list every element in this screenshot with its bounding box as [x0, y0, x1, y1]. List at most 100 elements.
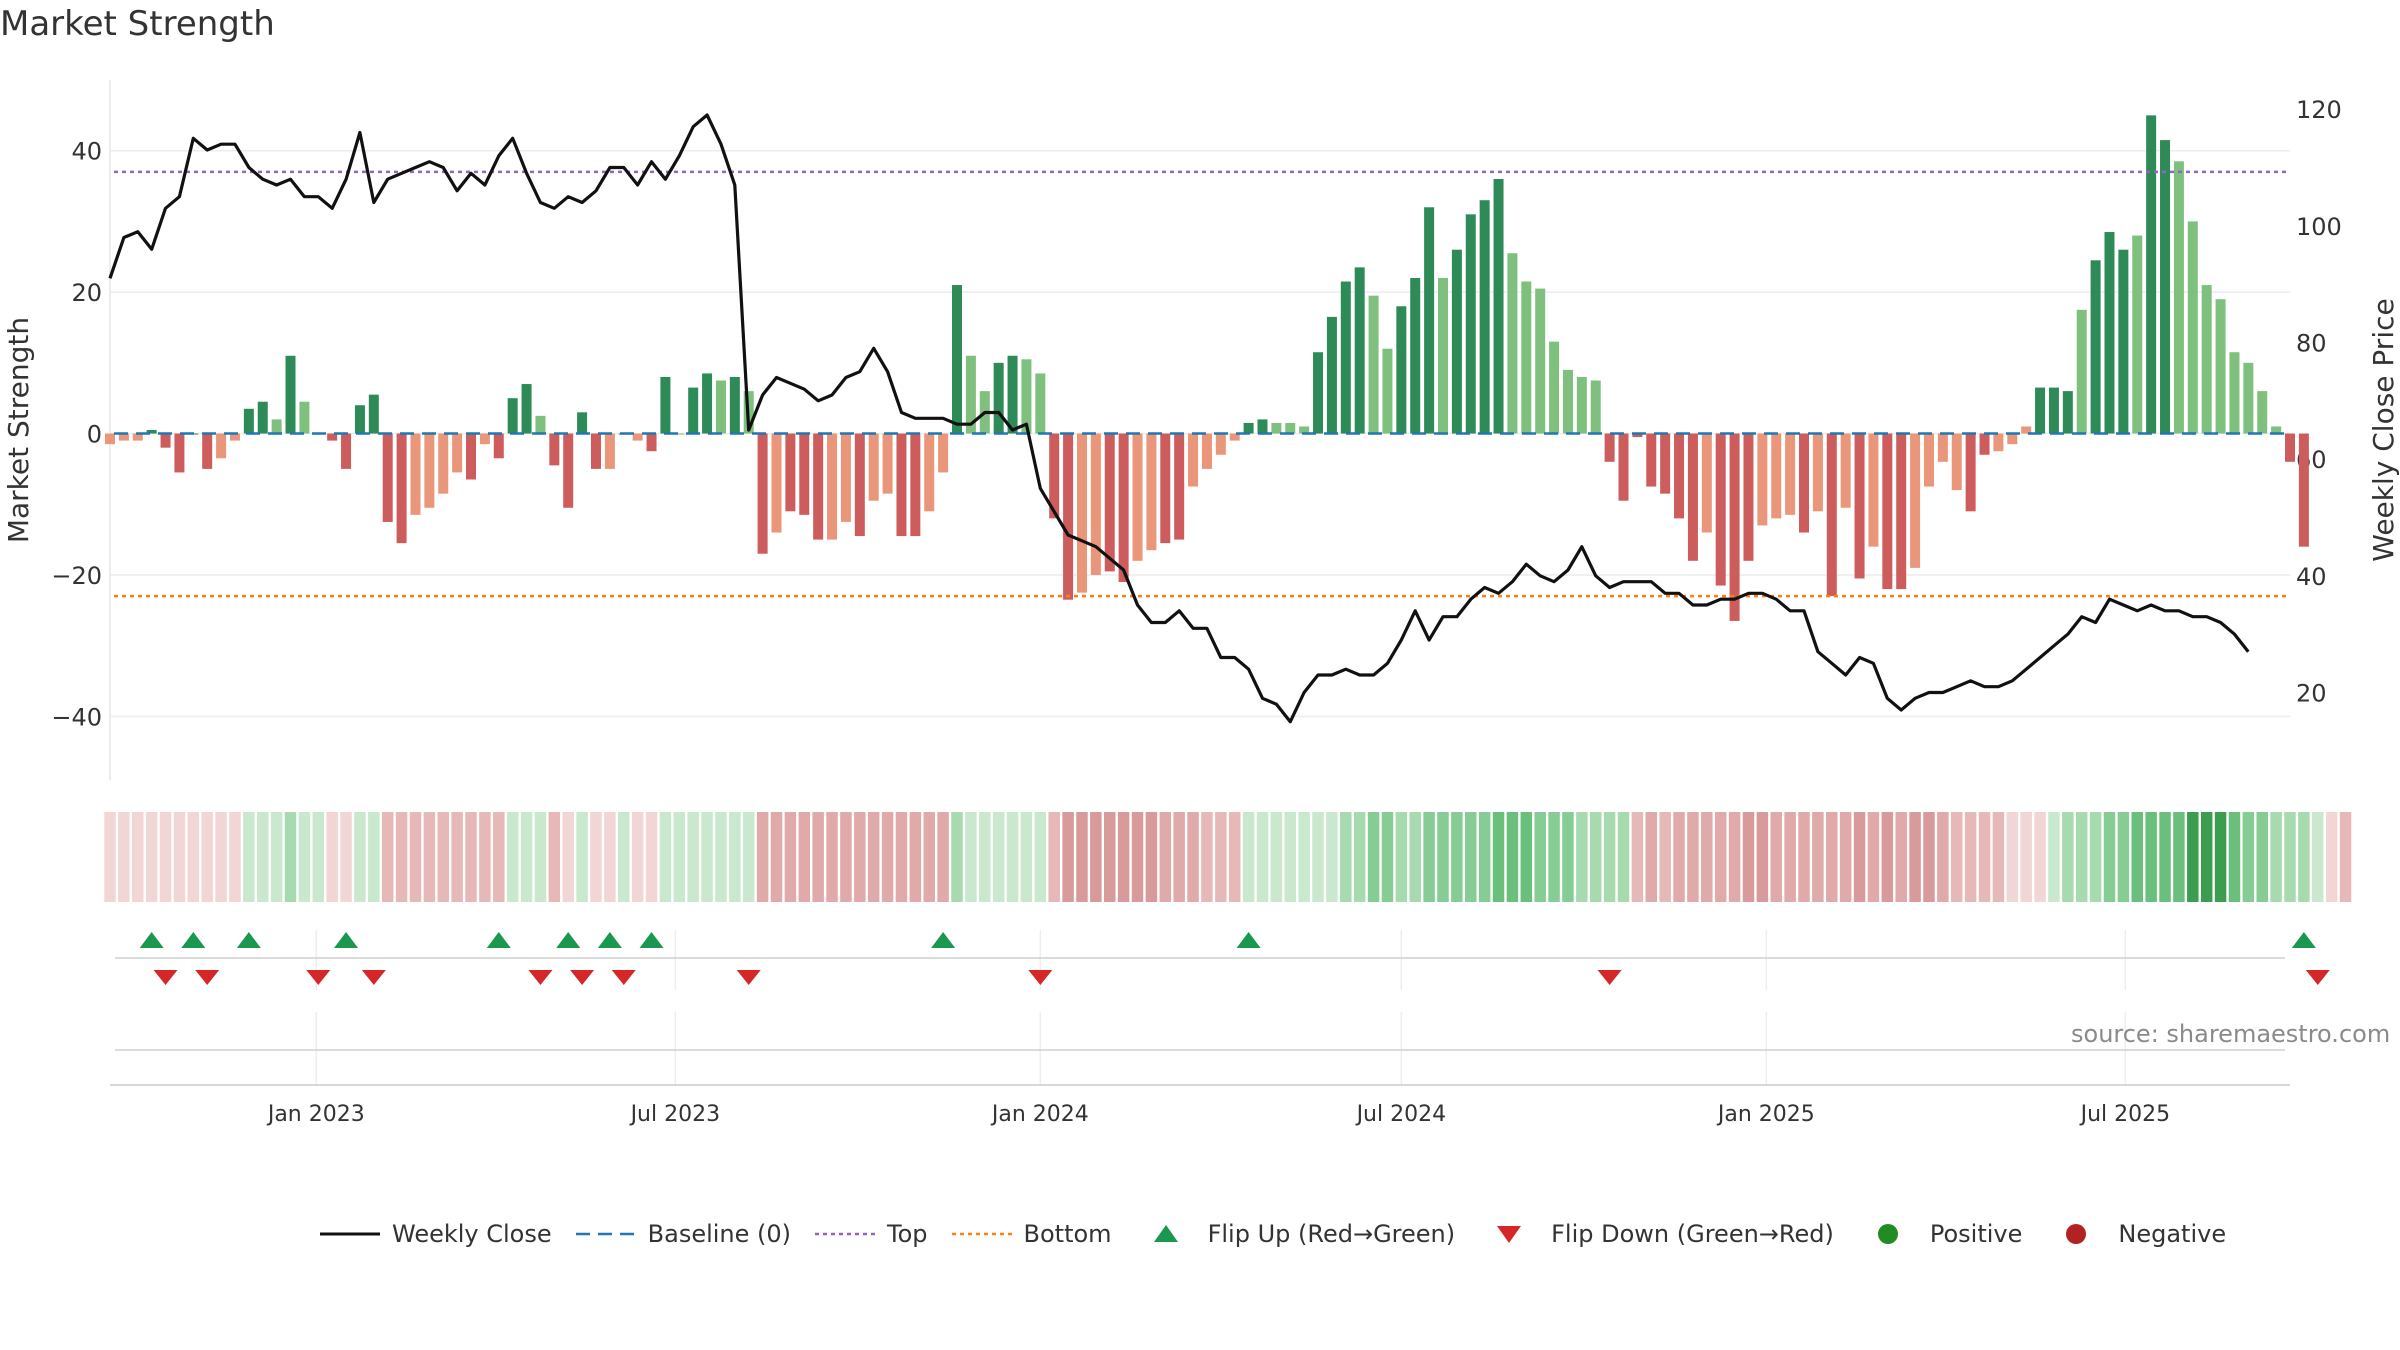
state-cell [979, 812, 991, 902]
strength-bar [1993, 433, 2004, 452]
y-tick-label: 20 [71, 279, 102, 307]
state-cell [1395, 812, 1408, 902]
state-cell [1798, 812, 1810, 902]
state-cell [465, 812, 477, 902]
state-cell [1867, 812, 1880, 902]
strength-bar [1479, 200, 1490, 434]
state-cell [256, 812, 269, 902]
state-cell [590, 812, 602, 902]
strength-bar [1771, 433, 1782, 519]
state-cell [534, 812, 547, 902]
strength-bar [1049, 433, 1060, 519]
x-tick-label: Jan 2025 [1716, 1102, 1815, 1127]
strength-bar [1437, 277, 1448, 434]
strength-bar [1826, 433, 1837, 597]
legend-item-top: Top [815, 1220, 928, 1248]
state-cell [1076, 812, 1088, 902]
flip-up-marker [236, 932, 261, 948]
strength-bar [2062, 391, 2073, 434]
strength-bar [1923, 433, 1934, 487]
strength-bar [1687, 433, 1698, 561]
strength-bar [1160, 433, 1171, 544]
state-cell [1909, 812, 1921, 902]
strength-bar [1340, 281, 1351, 434]
strength-bar [688, 387, 699, 434]
flip-up-marker [597, 932, 622, 948]
state-cell [881, 812, 894, 902]
y2-tick-label: 120 [2296, 96, 2342, 124]
strength-bar [438, 433, 449, 494]
state-cell [2200, 812, 2213, 902]
strength-bar [1368, 295, 1379, 434]
strength-bar [2229, 352, 2240, 434]
state-cell [1770, 812, 1782, 902]
source-note: source: sharemaestro.com [2071, 1020, 2391, 1048]
legend-label: Positive [1929, 1220, 2023, 1248]
strength-bar [1035, 373, 1046, 434]
state-cell [2339, 812, 2352, 902]
strength-bar [1715, 433, 1726, 586]
strength-bar [2118, 249, 2129, 434]
strength-bar [2215, 299, 2226, 434]
strength-bar [327, 433, 338, 441]
state-cell [381, 812, 394, 902]
x-tick-label: Jan 2023 [266, 1102, 365, 1127]
state-cell [562, 812, 574, 902]
strength-bar [1937, 433, 1948, 462]
state-cell [145, 812, 158, 902]
state-cell [1728, 812, 1741, 902]
strength-bar [1882, 433, 1893, 590]
state-cell [423, 812, 436, 902]
strength-bar [1868, 433, 1879, 547]
strength-bar [535, 415, 546, 434]
strength-bar [1285, 422, 1296, 434]
state-cell [368, 812, 380, 902]
strength-bar [1576, 376, 1587, 434]
strength-bar [757, 433, 768, 554]
strength-bar [910, 433, 921, 537]
state-cell [326, 812, 338, 902]
state-cell [923, 812, 935, 902]
state-cell [270, 812, 283, 902]
state-cell [2117, 812, 2130, 902]
strength-bar [466, 433, 477, 480]
state-cell [1215, 812, 1227, 902]
legend-item-weekly-close: Weekly Close [320, 1220, 552, 1248]
state-cell [2312, 812, 2324, 902]
flip-up-marker [931, 932, 956, 948]
state-cell [2103, 812, 2116, 902]
strength-bar [493, 433, 504, 459]
state-cell [340, 812, 352, 902]
strength-bar [1354, 267, 1365, 434]
state-cell [298, 812, 311, 902]
state-cell [312, 812, 325, 902]
state-cell [742, 812, 755, 902]
strength-bar [410, 433, 421, 515]
state-cell [2256, 812, 2268, 902]
state-cell [243, 812, 255, 902]
state-cell [937, 812, 949, 902]
y-axis-label: Market Strength [2, 317, 35, 543]
strength-bar [1271, 422, 1282, 434]
strength-bar [2090, 260, 2101, 434]
strength-bar [868, 433, 879, 501]
state-cell [1451, 812, 1463, 902]
state-cell [1701, 812, 1713, 902]
state-cell [729, 812, 741, 902]
strength-bar [563, 433, 574, 508]
state-cell [548, 812, 561, 902]
strength-bar [2007, 433, 2018, 445]
state-cell [2089, 812, 2102, 902]
state-cell [2159, 812, 2171, 902]
state-cell [2270, 812, 2282, 902]
state-cell [1006, 812, 1019, 902]
strength-bar [771, 433, 782, 533]
state-cell [1492, 812, 1505, 902]
weekly-close-line [108, 113, 2250, 724]
legend-dotted-icon [815, 1232, 876, 1236]
strength-bar [1618, 433, 1629, 501]
state-cell [1714, 812, 1727, 902]
legend-item-negative: Negative [2046, 1220, 2226, 1248]
strength-bar [1313, 352, 1324, 434]
strength-bar [1910, 433, 1921, 568]
